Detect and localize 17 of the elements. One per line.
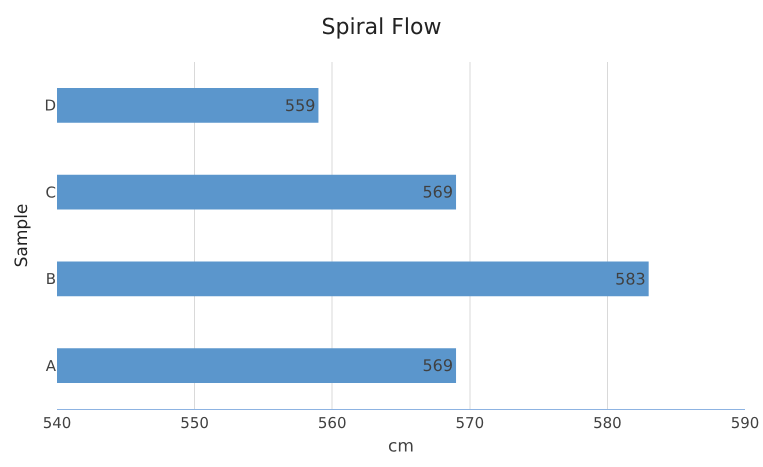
x-tick-label: 580 xyxy=(593,414,622,432)
x-axis-title: cm xyxy=(388,436,414,456)
chart-title: Spiral Flow xyxy=(322,15,442,40)
data-label: 559 xyxy=(284,96,316,115)
data-label: 569 xyxy=(422,182,454,202)
y-tick-label: B xyxy=(46,270,56,288)
x-tick-label: 570 xyxy=(455,414,484,432)
y-tick-label: A xyxy=(46,356,57,375)
data-label: 583 xyxy=(615,269,646,288)
y-axis-title: Sample xyxy=(12,204,32,268)
y-tick-label: C xyxy=(46,183,56,202)
x-tick-label: 590 xyxy=(730,414,760,432)
data-label: 569 xyxy=(422,356,454,376)
x-tick-label: 560 xyxy=(318,414,347,432)
x-tick-label: 540 xyxy=(42,414,72,432)
x-tick-label: 550 xyxy=(180,414,209,432)
y-tick-label: D xyxy=(44,96,56,115)
